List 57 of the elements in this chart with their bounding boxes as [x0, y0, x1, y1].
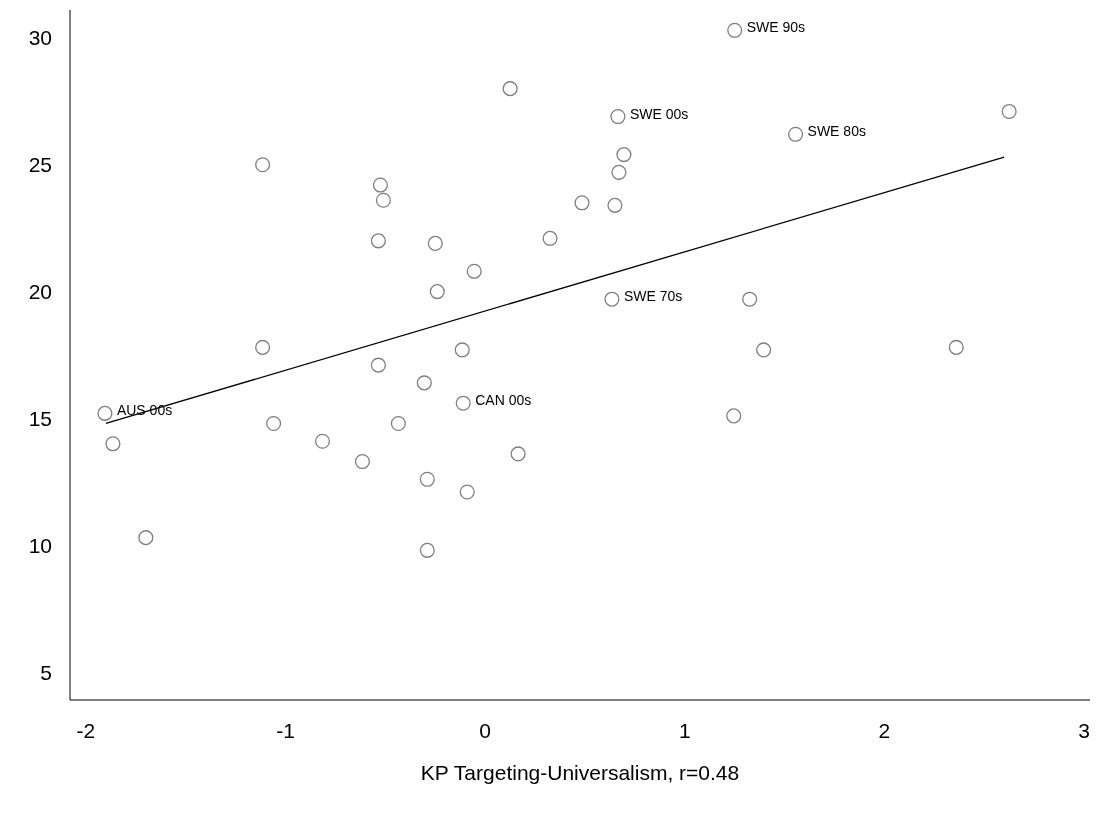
point: [454, 342, 470, 358]
point: [105, 436, 121, 452]
point: [466, 263, 482, 279]
point: [255, 157, 271, 173]
point: [429, 284, 445, 300]
point: [788, 126, 804, 142]
point: [255, 339, 271, 355]
x-tick-label: 0: [479, 719, 492, 742]
x-tick-label: 1: [678, 719, 691, 742]
y-tick-label: 20: [28, 280, 52, 304]
point: [756, 342, 772, 358]
annotation: CAN 00s: [475, 392, 532, 409]
point: [1001, 103, 1017, 120]
point: [948, 339, 964, 355]
annotation: SWE 90s: [746, 19, 806, 36]
point: [370, 357, 386, 373]
point: [314, 433, 331, 449]
point: [607, 197, 623, 213]
x-tick-label: 3: [1078, 719, 1090, 742]
point: [370, 233, 386, 249]
y-tick-label: 30: [28, 26, 52, 50]
point: [726, 408, 742, 424]
point: [354, 454, 370, 470]
point: [610, 109, 626, 125]
point: [510, 446, 526, 462]
annotation: SWE 80s: [807, 123, 866, 140]
point: [416, 375, 432, 391]
point: [616, 147, 632, 163]
point: [97, 405, 113, 421]
point: [742, 291, 758, 307]
point: [390, 415, 406, 432]
point: [574, 195, 590, 211]
point: [266, 415, 282, 432]
point: [455, 395, 471, 411]
x-tick-label: 2: [878, 719, 891, 742]
x-tick-label: -2: [76, 719, 96, 742]
point: [375, 192, 391, 208]
point: [611, 164, 627, 180]
point: [419, 542, 435, 558]
y-tick-label: 15: [28, 406, 52, 430]
y-tick-label: 10: [28, 533, 52, 557]
annotation: AUS 00s: [116, 402, 173, 419]
x-tick-label: -1: [276, 719, 295, 742]
point: [727, 22, 743, 38]
point: [419, 471, 435, 487]
annotation: SWE 70s: [623, 288, 683, 305]
point: [502, 81, 518, 97]
point: [604, 291, 620, 307]
y-tick-label: 5: [40, 660, 52, 684]
x-axis-title: KP Targeting-Universalism, r=0.48: [420, 761, 740, 784]
point: [138, 530, 154, 546]
point: [372, 177, 388, 193]
point: [427, 235, 443, 251]
point: [542, 230, 558, 246]
y-tick-label: 25: [28, 153, 52, 177]
point: [459, 484, 475, 500]
annotation: SWE 00s: [629, 105, 689, 122]
